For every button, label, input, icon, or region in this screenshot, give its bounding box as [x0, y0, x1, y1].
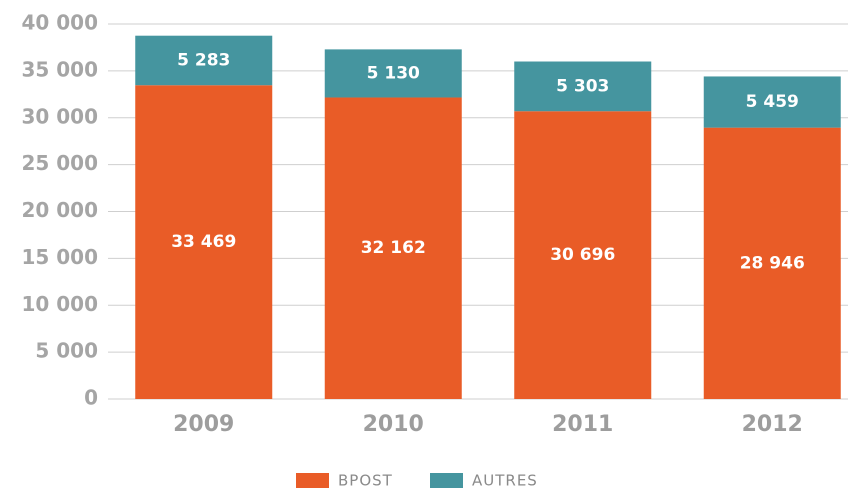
y-tick-label: 20 000 [21, 198, 98, 222]
data-label: 5 303 [556, 76, 609, 96]
y-tick-label: 5 000 [35, 339, 98, 363]
bar-segment [135, 85, 273, 400]
data-label: 28 946 [740, 253, 805, 273]
data-label: 30 696 [550, 245, 615, 265]
data-label: 5 130 [367, 63, 420, 83]
x-tick-label: 2009 [173, 412, 234, 437]
legend-swatch [296, 473, 329, 488]
legend-label: AUTRES [472, 472, 538, 490]
x-tick-label: 2010 [363, 412, 424, 437]
x-tick-label: 2011 [552, 412, 613, 437]
bar-segment [514, 61, 652, 112]
data-label: 5 283 [177, 50, 230, 70]
y-tick-label: 0 [84, 386, 98, 410]
y-tick-label: 35 000 [21, 57, 98, 81]
data-label: 33 469 [171, 232, 236, 252]
y-tick-label: 15 000 [21, 245, 98, 269]
bar-segment [324, 49, 462, 98]
data-label: 5 459 [746, 92, 799, 112]
y-tick-label: 40 000 [21, 11, 98, 35]
bar-segment [703, 127, 841, 399]
bar-segment [135, 35, 273, 86]
bar-segment [324, 97, 462, 399]
y-tick-label: 30 000 [21, 104, 98, 128]
y-tick-label: 10 000 [21, 292, 98, 316]
bar-segment [514, 111, 652, 399]
bar-segment [703, 76, 841, 128]
y-tick-label: 25 000 [21, 151, 98, 175]
legend-swatch [430, 473, 463, 488]
legend-label: BPOST [338, 472, 393, 490]
x-tick-label: 2012 [742, 412, 803, 437]
data-label: 32 162 [361, 238, 426, 258]
